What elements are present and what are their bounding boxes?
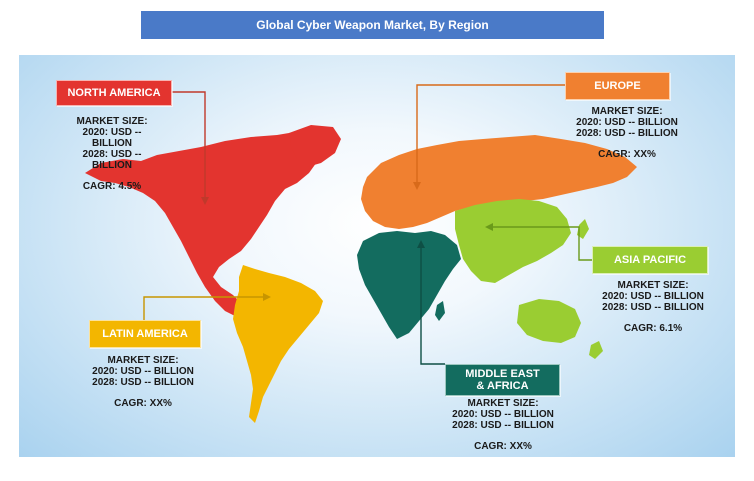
region-middle-east-africa [357,231,461,339]
value-2020: 2020: USD -- BILLION [576,117,678,128]
market-size-label: MARKET SIZE: [591,106,663,117]
value-2020: 2020: USD -- BILLION [452,409,554,420]
arrowhead-latin-america [263,293,271,301]
chart-title: Global Cyber Weapon Market, By Region [141,11,604,39]
label-latin-america: LATIN AMERICA [89,320,201,348]
info-europe: MARKET SIZE: 2020: USD -- BILLION 2028: … [572,106,682,160]
value-2020: 2020: USD -- BILLION [602,291,704,302]
market-size-label: MARKET SIZE: [107,355,179,366]
connector-north-america [170,91,206,200]
info-asia-pacific: MARKET SIZE: 2020: USD -- BILLION 2028: … [598,280,708,334]
region-greenland [289,125,341,167]
arrowhead-europe [413,182,421,190]
value-2028: 2028: USD -- BILLION [576,128,678,139]
market-size-label: MARKET SIZE: [467,398,539,409]
connector-asia-pacific [489,226,592,261]
region-north-america [85,127,337,317]
cagr-value: CAGR: 6.1% [623,323,683,334]
value-2028: 2028: USD -- BILLION [92,377,194,388]
market-size-label: MARKET SIZE: [76,116,148,127]
info-latin-america: MARKET SIZE: 2020: USD -- BILLION 2028: … [89,355,197,409]
label-europe: EUROPE [565,72,670,100]
label-asia-pacific: ASIA PACIFIC [592,246,708,274]
label-north-america: NORTH AMERICA [56,80,172,106]
arrowhead-middle-east-africa [417,240,425,248]
region-japan [577,219,589,239]
connector-lines [143,84,592,365]
arrowhead-north-america [201,197,209,205]
world-map [85,84,637,423]
value-2028: 2028: USD -- BILLION [452,420,554,431]
region-new-zealand [589,341,603,359]
region-madagascar [435,301,445,321]
region-latin-america [233,265,323,423]
connector-europe [416,84,565,185]
arrowhead-asia-pacific [485,223,493,231]
info-middle-east-africa: MARKET SIZE: 2020: USD -- BILLION 2028: … [448,398,558,452]
region-asia-pacific [455,199,571,283]
value-2028: 2028: USD -- BILLION [602,302,704,313]
label-line-1: MIDDLE EAST [465,368,540,380]
label-middle-east-africa: MIDDLE EAST & AFRICA [445,364,560,396]
region-europe [361,135,637,229]
cagr-value: CAGR: 4.5% [82,181,142,192]
label-line-2: & AFRICA [476,380,529,392]
connector-arrowheads [201,182,493,301]
cagr-value: CAGR: XX% [598,149,656,160]
cagr-value: CAGR: XX% [114,398,172,409]
value-2020: 2020: USD -- BILLION [82,127,142,149]
connector-latin-america [143,296,267,320]
cagr-value: CAGR: XX% [474,441,532,452]
connector-middle-east-africa [420,245,445,365]
value-2020: 2020: USD -- BILLION [92,366,194,377]
region-australia [517,299,581,343]
market-size-label: MARKET SIZE: [617,280,689,291]
info-north-america: MARKET SIZE: 2020: USD -- BILLION 2028: … [62,116,162,192]
value-2028: 2028: USD -- BILLION [82,149,142,171]
